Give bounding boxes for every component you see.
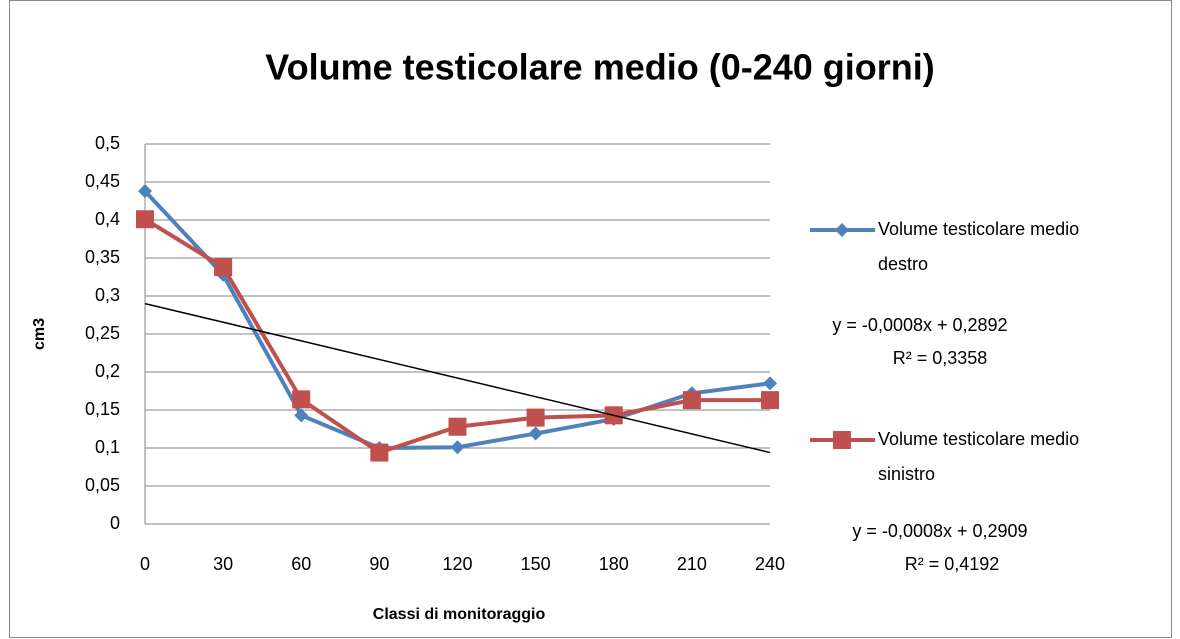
legend-marker: [833, 431, 851, 449]
chart-frame: [9, 0, 1172, 638]
x-tick-label: 0: [140, 554, 150, 574]
marker: [682, 391, 701, 410]
marker: [294, 408, 309, 423]
x-tick-label: 210: [677, 554, 707, 574]
trend-r2: R² = 0,4192: [905, 554, 1000, 574]
x-axis-label: Classi di monitoraggio: [373, 606, 546, 623]
y-tick-label: 0,1: [95, 437, 120, 457]
x-tick-label: 120: [442, 554, 472, 574]
y-tick-label: 0,15: [85, 399, 120, 419]
legend-label: Volume testicolare medio destro: [878, 219, 1084, 274]
y-tick-label: 0,05: [85, 475, 120, 495]
y-tick-label: 0,45: [85, 171, 120, 191]
marker: [370, 443, 389, 462]
marker: [292, 390, 311, 409]
marker: [528, 426, 543, 441]
x-tick-label: 30: [213, 554, 233, 574]
legend-line-2: destro: [878, 254, 928, 274]
x-tick-label: 240: [755, 554, 785, 574]
x-tick-label: 60: [291, 554, 311, 574]
legend-marker: [835, 223, 849, 237]
y-tick-label: 0: [110, 513, 120, 533]
marker: [138, 184, 152, 199]
marker: [136, 210, 154, 229]
legend-label: Volume testicolare medio sinistro: [878, 429, 1084, 484]
y-tick-label: 0,35: [85, 247, 120, 267]
trend-equation: y = -0,0008x + 0,2892: [832, 315, 1007, 335]
trendline: [144, 302, 771, 454]
y-tick-label: 0,2: [95, 361, 120, 381]
legend-line-1: Volume testicolare medio: [878, 429, 1084, 449]
y-tick-label: 0,3: [95, 285, 120, 305]
trend-equation: y = -0,0008x + 0,2909: [852, 521, 1027, 541]
legend-line-2: sinistro: [878, 464, 935, 484]
y-tick-label: 0,25: [85, 323, 120, 343]
y-axis-label: cm3: [31, 318, 48, 350]
marker: [448, 417, 467, 436]
y-tick-label: 0,5: [95, 133, 120, 153]
y-tick-label: 0,4: [95, 209, 120, 229]
trend-r2: R² = 0,3358: [893, 348, 988, 368]
chart-title: Volume testicolare medio (0-240 giorni): [265, 47, 935, 88]
marker: [450, 440, 465, 455]
marker: [761, 391, 779, 410]
marker: [214, 258, 233, 277]
x-tick-label: 180: [599, 554, 629, 574]
x-tick-label: 150: [521, 554, 551, 574]
marker: [763, 376, 777, 391]
x-tick-label: 90: [369, 554, 389, 574]
marker: [526, 408, 545, 427]
legend-line-1: Volume testicolare medio: [878, 219, 1084, 239]
